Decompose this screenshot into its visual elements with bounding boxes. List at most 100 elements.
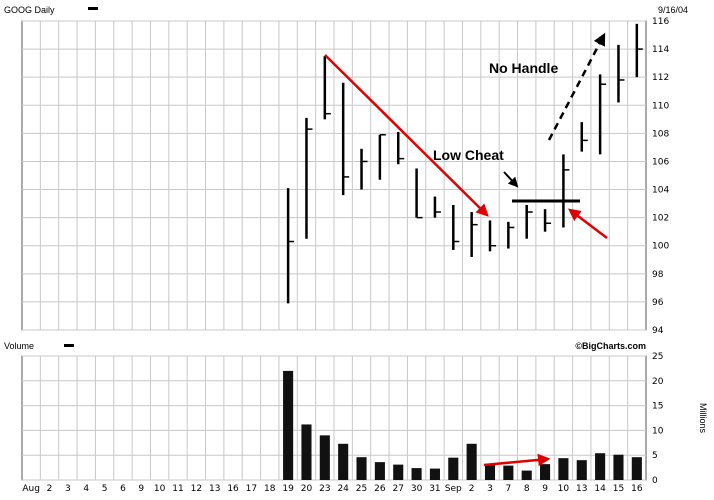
volume-bar bbox=[503, 465, 514, 480]
price-bar bbox=[305, 117, 313, 239]
volume-bar bbox=[301, 424, 312, 480]
x-tick-label: 10 bbox=[558, 484, 570, 494]
volume-bars bbox=[283, 370, 642, 480]
price-bar bbox=[323, 56, 331, 120]
x-tick-label: 10 bbox=[154, 484, 166, 494]
x-tick-label: 26 bbox=[374, 484, 386, 494]
x-tick-label: 23 bbox=[319, 484, 330, 494]
volume-bar bbox=[283, 370, 294, 480]
price-chart-title: GOOG Daily bbox=[4, 5, 55, 15]
price-y-axis: 94 96 98 100 102 104 106 108 110 112 114 116 bbox=[652, 17, 669, 336]
price-bar bbox=[488, 220, 496, 252]
price-y-tick-label: 100 bbox=[652, 242, 669, 252]
price-bar bbox=[452, 204, 460, 250]
x-tick-label: 5 bbox=[102, 484, 108, 494]
x-tick-label: 11 bbox=[172, 484, 183, 494]
price-bar bbox=[396, 131, 405, 165]
annotation-low-cheat: Low Cheat bbox=[433, 147, 504, 163]
x-tick-label: 31 bbox=[429, 484, 440, 494]
x-tick-label: 14 bbox=[594, 484, 606, 494]
x-tick-label: 3 bbox=[487, 484, 493, 494]
source-label: ©BigCharts.com bbox=[575, 341, 646, 351]
x-tick-label: 19 bbox=[282, 484, 294, 494]
price-bar bbox=[617, 44, 625, 103]
volume-chart-title: Volume bbox=[4, 341, 34, 351]
x-tick-label: 30 bbox=[411, 484, 423, 494]
price-bar bbox=[598, 74, 607, 155]
volume-red-arrow bbox=[483, 453, 551, 467]
price-y-tick-label: 106 bbox=[652, 157, 669, 167]
x-tick-label: 2 bbox=[469, 484, 475, 494]
volume-bar bbox=[356, 457, 367, 480]
x-tick-label: 20 bbox=[301, 484, 313, 494]
chart-date-label: 9/16/04 bbox=[658, 5, 688, 15]
price-bar bbox=[507, 221, 515, 249]
volume-y-tick-label: 20 bbox=[652, 377, 664, 387]
volume-bar bbox=[374, 462, 385, 480]
x-tick-label: 15 bbox=[613, 484, 624, 494]
price-bar bbox=[341, 82, 350, 196]
volume-y-axis: 0 5 10 15 20 25 bbox=[652, 352, 664, 486]
volume-axis-label: Millions bbox=[698, 403, 708, 434]
x-tick-label: 25 bbox=[356, 484, 367, 494]
volume-bar bbox=[576, 460, 587, 480]
x-tick-label: 2 bbox=[47, 484, 53, 494]
price-bar bbox=[286, 188, 295, 304]
price-y-tick-label: 116 bbox=[652, 17, 669, 27]
volume-y-tick-label: 5 bbox=[652, 451, 658, 461]
x-tick-label: 8 bbox=[524, 484, 530, 494]
price-bar bbox=[415, 168, 423, 219]
price-y-tick-label: 102 bbox=[652, 214, 669, 224]
price-bar bbox=[562, 154, 570, 228]
volume-bar bbox=[595, 453, 606, 480]
volume-bar bbox=[521, 470, 532, 480]
price-bar bbox=[378, 134, 386, 180]
x-tick-label: 9 bbox=[138, 484, 144, 494]
price-bar bbox=[580, 122, 588, 152]
x-tick-label: 13 bbox=[209, 484, 220, 494]
volume-y-tick-label: 0 bbox=[652, 476, 658, 486]
volume-legend-swatch bbox=[64, 344, 74, 347]
price-y-tick-label: 114 bbox=[652, 45, 669, 55]
x-tick-label: Sep bbox=[445, 484, 462, 494]
x-tick-label: 7 bbox=[505, 484, 511, 494]
x-tick-label: 6 bbox=[120, 484, 126, 494]
volume-bar bbox=[558, 458, 569, 480]
price-bar bbox=[543, 209, 552, 232]
x-tick-label: 24 bbox=[337, 484, 349, 494]
price-bar bbox=[470, 212, 478, 257]
price-y-tick-label: 112 bbox=[652, 73, 669, 83]
volume-bar bbox=[338, 443, 349, 480]
price-y-tick-label: 94 bbox=[652, 326, 664, 336]
low-cheat-red-arrow bbox=[568, 208, 608, 239]
price-bar bbox=[525, 204, 533, 239]
x-tick-label: 9 bbox=[542, 484, 548, 494]
x-tick-label: 16 bbox=[631, 484, 643, 494]
x-tick-label: 17 bbox=[246, 484, 257, 494]
price-bar bbox=[635, 23, 643, 78]
price-y-tick-label: 98 bbox=[652, 270, 664, 280]
price-y-tick-label: 104 bbox=[652, 186, 669, 196]
volume-bar bbox=[631, 457, 642, 480]
volume-bar bbox=[540, 464, 551, 480]
price-y-tick-label: 96 bbox=[652, 298, 664, 308]
x-tick-label: 3 bbox=[65, 484, 71, 494]
x-tick-label: Aug bbox=[22, 484, 40, 494]
volume-bar bbox=[613, 454, 624, 480]
volume-bar bbox=[393, 464, 404, 480]
volume-y-tick-label: 25 bbox=[652, 352, 663, 362]
price-legend-swatch bbox=[88, 7, 98, 10]
price-bar bbox=[360, 148, 368, 190]
x-tick-label: 4 bbox=[83, 484, 89, 494]
price-grid bbox=[22, 20, 646, 331]
low-cheat-black-arrow bbox=[503, 171, 519, 188]
price-bar bbox=[433, 196, 441, 218]
x-tick-label: 27 bbox=[393, 484, 404, 494]
x-tick-label: 16 bbox=[227, 484, 239, 494]
x-tick-label: 13 bbox=[576, 484, 587, 494]
downtrend-red-arrow bbox=[324, 54, 489, 217]
volume-bar bbox=[484, 465, 496, 480]
volume-bar bbox=[448, 457, 459, 480]
